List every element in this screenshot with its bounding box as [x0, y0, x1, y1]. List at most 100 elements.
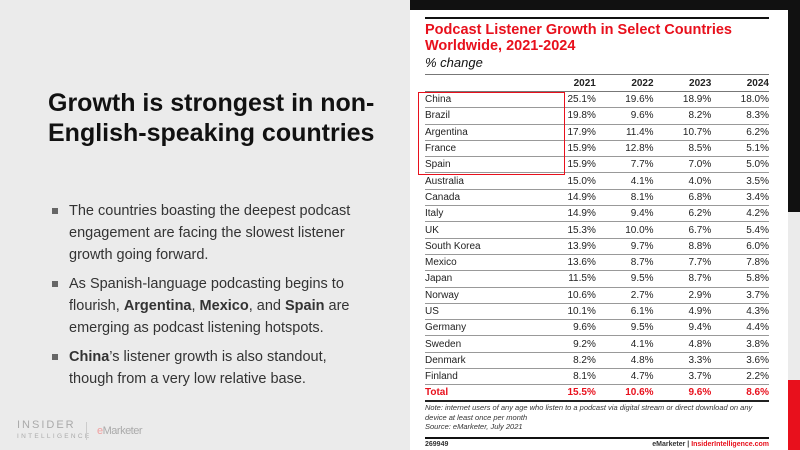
bullet-emphasis: Argentina: [123, 298, 192, 314]
value-cell: 4.8%: [653, 335, 712, 353]
insider-intelligence-logo: INSIDER INTELLIGENCE: [17, 420, 92, 442]
total-row: Total 15.5% 10.6% 9.6% 8.6%: [425, 384, 769, 403]
country-cell: Canada: [425, 189, 539, 207]
table-row: Argentina 17.9% 11.4% 10.7% 6.2%: [425, 124, 769, 141]
country-cell: Sweden: [425, 335, 539, 353]
value-cell: 4.4%: [711, 319, 769, 337]
bullet-text: are emerging as podcast listening hotspo…: [69, 298, 350, 336]
column-header: 2024: [711, 74, 769, 92]
country-cell: Mexico: [425, 254, 539, 272]
value-cell: 9.5%: [595, 270, 654, 288]
country-cell: Argentina: [425, 124, 539, 141]
value-cell: 2.9%: [653, 287, 712, 304]
value-cell: 14.9%: [538, 189, 596, 207]
bullet-emphasis: ’s listener growth is also standout, tho…: [69, 349, 327, 387]
table-row: Germany 9.6% 9.5% 9.4% 4.4%: [425, 319, 769, 337]
bullet-item: As Spanish-language podcasting begins to…: [52, 273, 372, 339]
right-strip-gray: [788, 212, 800, 380]
value-cell: 4.1%: [595, 172, 654, 190]
logo-bottom: INTELLIGENCE: [17, 433, 92, 440]
table-row: Sweden 9.2% 4.1% 4.8% 3.8%: [425, 335, 769, 353]
value-cell: 8.5%: [653, 140, 712, 158]
chart-note: Note: internet users of any age who list…: [425, 403, 775, 432]
value-cell: 15.0%: [538, 172, 596, 190]
value-cell: 9.5%: [595, 319, 654, 337]
note-text: Note: internet users of any age who list…: [425, 403, 753, 422]
country-cell: Finland: [425, 368, 539, 386]
chart-card: Podcast Listener Growth in Select Countr…: [410, 10, 788, 450]
chart-title: Podcast Listener Growth in Select Countr…: [425, 22, 732, 54]
source-text: Source: eMarketer, July 2021: [425, 422, 523, 431]
value-cell: 7.7%: [595, 156, 654, 174]
value-cell: 5.8%: [711, 270, 769, 288]
value-cell: 6.1%: [595, 303, 654, 321]
value-cell: 9.4%: [595, 205, 654, 223]
value-cell: 7.0%: [653, 156, 712, 174]
footer-credit: eMarketer | InsiderIntelligence.com: [652, 441, 769, 448]
value-cell: 12.8%: [595, 140, 654, 158]
value-cell: 8.8%: [653, 238, 712, 255]
value-cell: 6.0%: [711, 238, 769, 255]
value-cell: 7.7%: [653, 254, 712, 272]
emarketer-logo: eMarketer: [97, 425, 143, 437]
value-cell: 10.1%: [538, 303, 596, 321]
value-cell: 11.5%: [538, 270, 596, 288]
country-cell: Italy: [425, 205, 539, 223]
value-cell: 19.6%: [595, 91, 654, 109]
table-row: Italy 14.9% 9.4% 6.2% 4.2%: [425, 205, 769, 223]
table-row: Spain 15.9% 7.7% 7.0% 5.0%: [425, 156, 769, 174]
table-row: Japan 11.5% 9.5% 8.7% 5.8%: [425, 270, 769, 288]
table-row: Australia 15.0% 4.1% 4.0% 3.5%: [425, 172, 769, 190]
value-cell: 4.3%: [711, 303, 769, 321]
country-cell: Spain: [425, 156, 539, 174]
right-strip-red: [788, 380, 800, 450]
value-cell: 4.8%: [595, 352, 654, 370]
value-cell: 9.6%: [653, 384, 712, 403]
value-cell: 3.8%: [711, 335, 769, 353]
table-row: France 15.9% 12.8% 8.5% 5.1%: [425, 140, 769, 158]
bullet-text: , and: [248, 298, 285, 314]
value-cell: 9.6%: [538, 319, 596, 337]
table-row: Brazil 19.8% 9.6% 8.2% 8.3%: [425, 107, 769, 125]
value-cell: 13.9%: [538, 238, 596, 255]
country-cell: France: [425, 140, 539, 158]
value-cell: 8.7%: [653, 270, 712, 288]
country-cell: Germany: [425, 319, 539, 337]
value-cell: 11.4%: [595, 124, 654, 141]
data-table: 2021 2022 2023 2024 China 25.1% 19.6% 18.9% 18.0…: [425, 74, 769, 403]
top-bar: [410, 0, 800, 10]
value-cell: 25.1%: [538, 91, 596, 109]
value-cell: 14.9%: [538, 205, 596, 223]
value-cell: 17.9%: [538, 124, 596, 141]
value-cell: 9.7%: [595, 238, 654, 255]
value-cell: 2.7%: [595, 287, 654, 304]
bullet-text: As Spanish-language podcasting begins to…: [69, 276, 344, 314]
value-cell: 8.6%: [711, 384, 769, 403]
value-cell: 3.7%: [711, 287, 769, 304]
country-cell: Brazil: [425, 107, 539, 125]
value-cell: 10.6%: [538, 287, 596, 304]
value-cell: 3.7%: [653, 368, 712, 386]
value-cell: 4.2%: [711, 205, 769, 223]
value-cell: 5.1%: [711, 140, 769, 158]
table-row: China 25.1% 19.6% 18.9% 18.0%: [425, 91, 769, 109]
value-cell: 3.4%: [711, 189, 769, 207]
highlight-box: [418, 92, 565, 175]
bullet-text: ,: [191, 298, 200, 314]
value-cell: 15.9%: [538, 156, 596, 174]
bullet-list: The countries boasting the deepest podca…: [52, 200, 372, 397]
table-row: South Korea 13.9% 9.7% 8.8% 6.0%: [425, 238, 769, 255]
country-cell: Australia: [425, 172, 539, 190]
table-row: Norway 10.6% 2.7% 2.9% 3.7%: [425, 287, 769, 304]
column-header: 2021: [538, 74, 596, 92]
table-row: US 10.1% 6.1% 4.9% 4.3%: [425, 303, 769, 321]
footer-emarketer: eMarketer: [652, 441, 686, 448]
column-header: 2023: [653, 74, 712, 92]
bullet-emphasis: Spain: [285, 298, 325, 314]
value-cell: 9.2%: [538, 335, 596, 353]
table-row: Finland 8.1% 4.7% 3.7% 2.2%: [425, 368, 769, 386]
value-cell: 4.0%: [653, 172, 712, 190]
table-row: Mexico 13.6% 8.7% 7.7% 7.8%: [425, 254, 769, 272]
column-header: [425, 74, 539, 92]
value-cell: 18.9%: [653, 91, 712, 109]
